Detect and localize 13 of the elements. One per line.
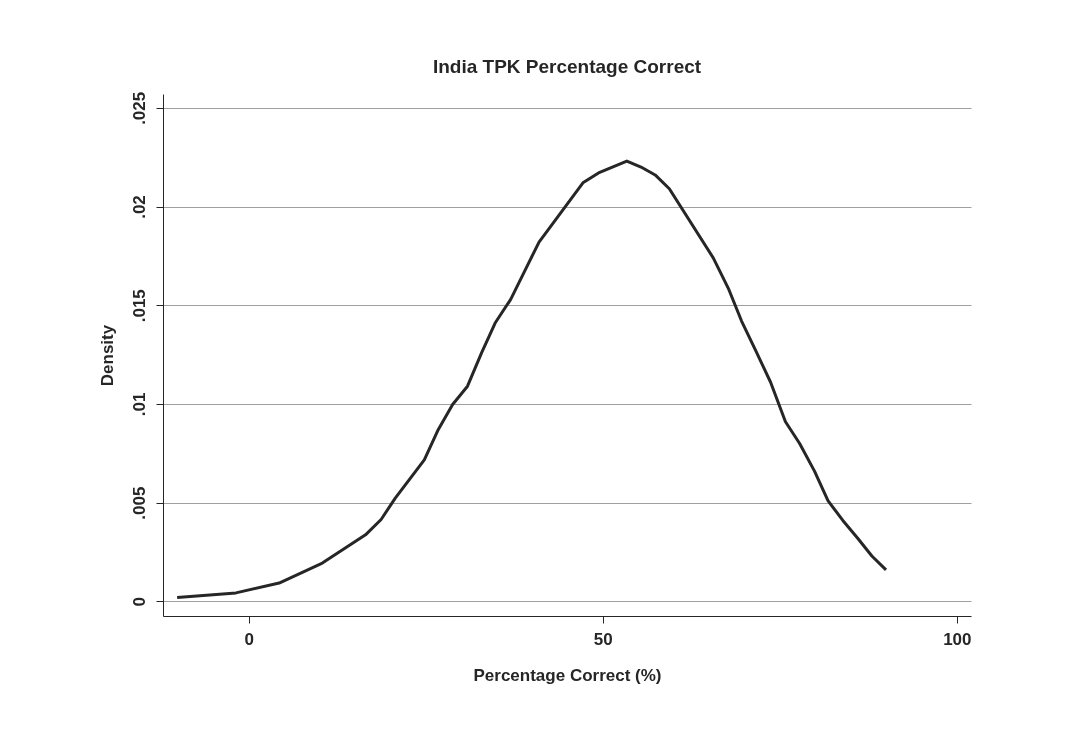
y-tick-label: .01 — [129, 392, 149, 417]
y-tick-label: .005 — [129, 486, 149, 520]
y-tick-label: 0 — [129, 597, 149, 607]
x-tick-label: 0 — [244, 629, 254, 649]
x-tick-label: 100 — [943, 629, 972, 649]
line-series — [175, 159, 888, 599]
y-axis-title: Density — [97, 324, 117, 387]
x-axis-title: Percentage Correct (%) — [473, 665, 662, 685]
y-tick-label: .015 — [129, 289, 149, 323]
y-tick-label: .02 — [129, 195, 149, 219]
y-tick-label: .025 — [129, 91, 149, 125]
chart-title: India TPK Percentage Correct — [432, 56, 702, 78]
x-tick-label: 50 — [593, 629, 613, 649]
